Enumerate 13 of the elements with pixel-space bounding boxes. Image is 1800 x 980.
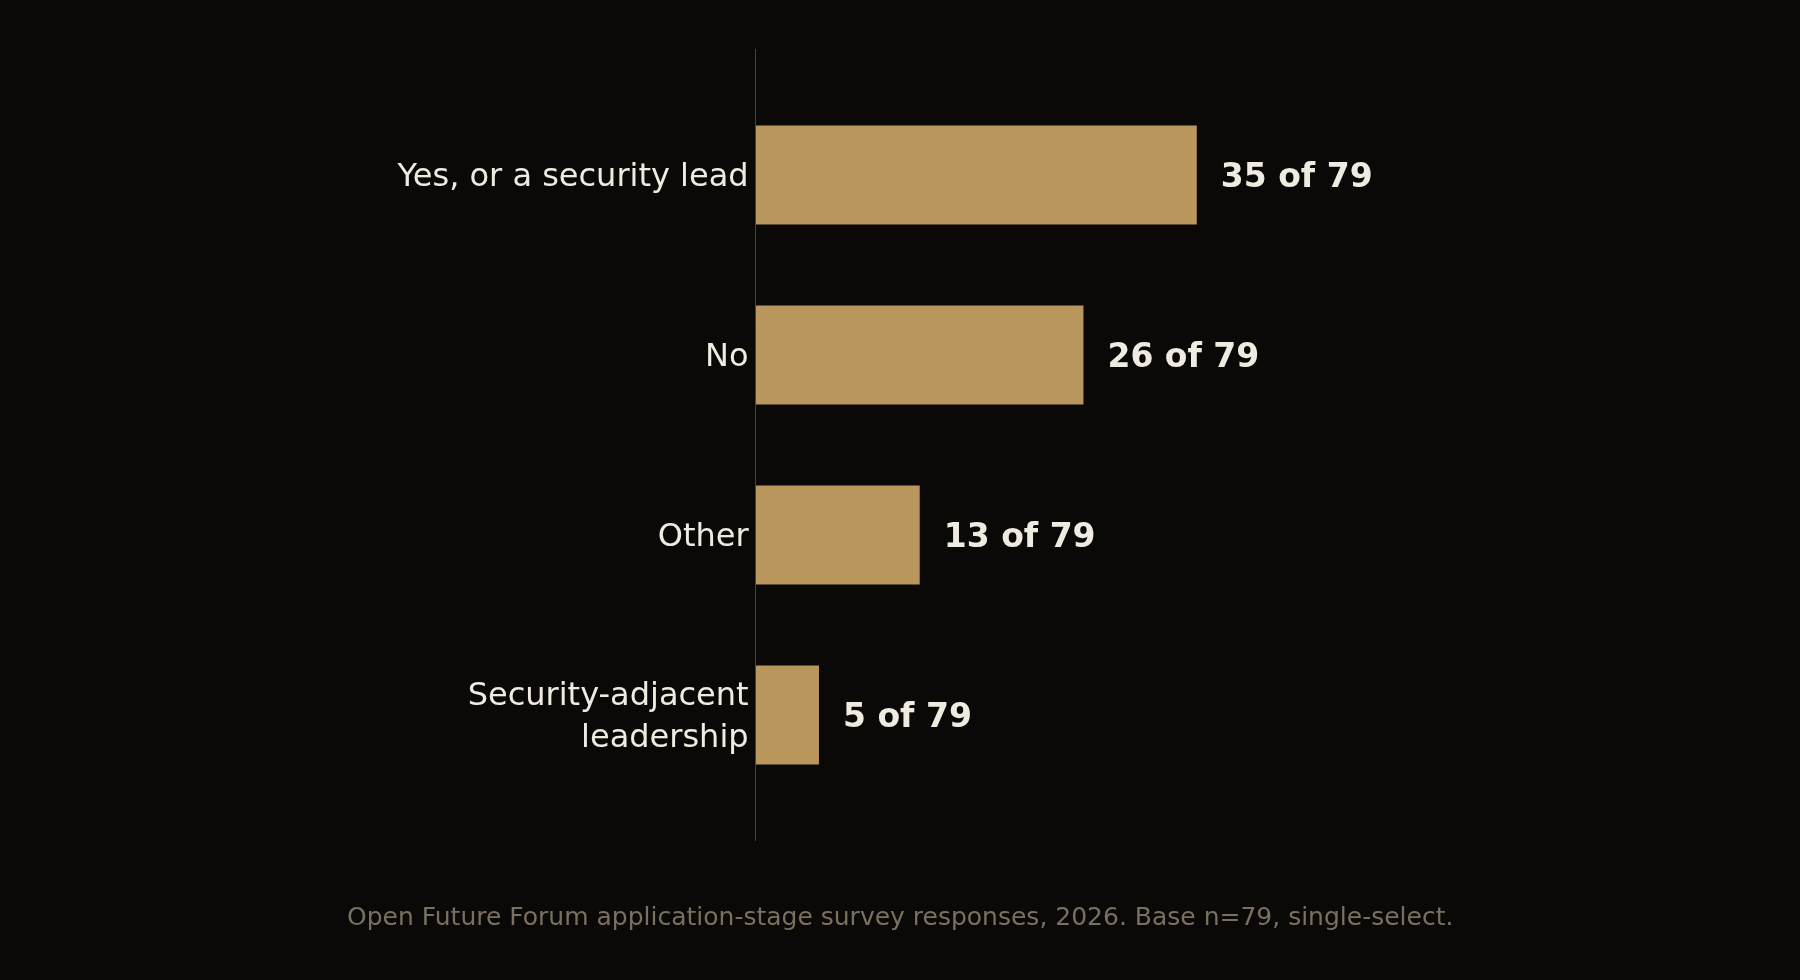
bar: [756, 125, 1197, 225]
data-label: 13 of 79: [943, 515, 1096, 555]
bar: [756, 665, 819, 765]
text: Open Future Forum application-stage survey responses, 2026. Base n=79, single-select.: [347, 902, 1454, 931]
data-label: 26 of 79: [1107, 335, 1260, 375]
data-label: 5 of 79: [842, 695, 972, 735]
y-tick-label: No: [705, 336, 749, 375]
y-tick-label: Yes, or a security lead: [396, 156, 749, 195]
y-tick-label: Security-adjacent leadership: [467, 675, 749, 755]
bar: [756, 485, 920, 585]
y-tick-label: Other: [657, 516, 750, 555]
bar: [756, 305, 1084, 405]
data-label: 35 of 79: [1220, 155, 1373, 195]
